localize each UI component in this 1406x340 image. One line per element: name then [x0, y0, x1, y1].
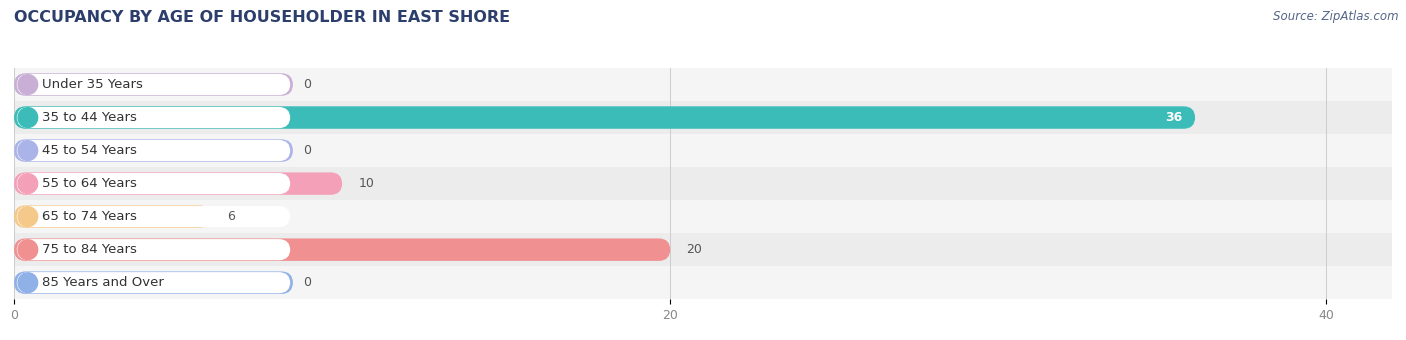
Text: 75 to 84 Years: 75 to 84 Years — [42, 243, 136, 256]
Text: 65 to 74 Years: 65 to 74 Years — [42, 210, 136, 223]
Text: OCCUPANCY BY AGE OF HOUSEHOLDER IN EAST SHORE: OCCUPANCY BY AGE OF HOUSEHOLDER IN EAST … — [14, 10, 510, 25]
Circle shape — [18, 75, 38, 95]
Bar — [14, 68, 1392, 101]
Bar — [14, 134, 1392, 167]
Text: 10: 10 — [359, 177, 374, 190]
FancyBboxPatch shape — [17, 140, 290, 161]
Circle shape — [18, 273, 38, 292]
Text: 55 to 64 Years: 55 to 64 Years — [42, 177, 136, 190]
Circle shape — [18, 108, 38, 128]
Text: 35 to 44 Years: 35 to 44 Years — [42, 111, 136, 124]
Text: 0: 0 — [302, 78, 311, 91]
FancyBboxPatch shape — [17, 206, 290, 227]
Text: Source: ZipAtlas.com: Source: ZipAtlas.com — [1274, 10, 1399, 23]
Bar — [14, 200, 1392, 233]
Text: 0: 0 — [302, 276, 311, 289]
Text: 85 Years and Over: 85 Years and Over — [42, 276, 165, 289]
Text: 36: 36 — [1164, 111, 1182, 124]
Bar — [14, 266, 1392, 299]
Circle shape — [18, 240, 38, 259]
Text: Under 35 Years: Under 35 Years — [42, 78, 143, 91]
Text: 45 to 54 Years: 45 to 54 Years — [42, 144, 136, 157]
Bar — [14, 101, 1392, 134]
FancyBboxPatch shape — [17, 107, 290, 128]
FancyBboxPatch shape — [14, 106, 1195, 129]
FancyBboxPatch shape — [14, 238, 671, 261]
Circle shape — [18, 174, 38, 193]
FancyBboxPatch shape — [14, 271, 292, 294]
Text: 20: 20 — [686, 243, 703, 256]
Bar — [14, 167, 1392, 200]
FancyBboxPatch shape — [17, 272, 290, 293]
Circle shape — [18, 141, 38, 160]
Bar — [14, 233, 1392, 266]
FancyBboxPatch shape — [14, 139, 292, 162]
FancyBboxPatch shape — [17, 239, 290, 260]
FancyBboxPatch shape — [14, 73, 292, 96]
Text: 0: 0 — [302, 144, 311, 157]
Circle shape — [18, 207, 38, 226]
FancyBboxPatch shape — [17, 173, 290, 194]
Text: 6: 6 — [228, 210, 235, 223]
FancyBboxPatch shape — [14, 172, 342, 195]
FancyBboxPatch shape — [14, 205, 211, 228]
FancyBboxPatch shape — [17, 74, 290, 95]
